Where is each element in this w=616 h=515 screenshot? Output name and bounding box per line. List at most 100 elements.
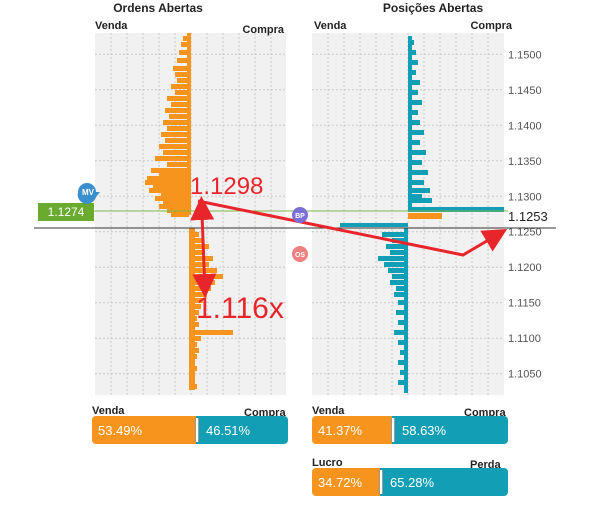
annotation-1-1298: 1.1298 [190, 173, 263, 200]
posicoes-venda-label: Venda [314, 20, 347, 32]
ordens-venda-bar [167, 96, 189, 101]
posicoes-venda-bar [394, 292, 404, 297]
posicoes-venda-bar [398, 380, 404, 385]
ordens-compra-bar [189, 280, 215, 285]
ordens-venda-bar [181, 42, 189, 47]
posicoes-bottom-venda-label: Venda [312, 405, 345, 417]
posicoes-compra-peak-bar [408, 207, 504, 212]
ordens-compra-bar [189, 304, 201, 309]
y-tick-label: 1.1450 [508, 85, 542, 97]
y-tick-label: 1.1200 [508, 262, 542, 274]
posicoes-compra-bar [408, 60, 418, 65]
ordens-compra-bar [189, 256, 213, 261]
ordens-venda-bar [147, 176, 189, 181]
bp-marker[interactable]: BP [292, 207, 308, 223]
ordens-compra-bar [189, 316, 197, 321]
ordens-ratio-separator [195, 418, 199, 442]
ordens-venda-bar [163, 150, 189, 155]
os-marker[interactable]: OS [292, 246, 308, 262]
posicoes-compra-bar [408, 188, 430, 193]
ordens-venda-bar [145, 180, 189, 185]
ordens-compra-label: Compra [242, 24, 284, 36]
posicoes-compra-bar [408, 80, 420, 85]
posicoes-compra-bar [408, 160, 422, 165]
current-price-label: 1.1253 [508, 209, 548, 224]
ordens-ratio-bar: 53.49% 46.51% [92, 416, 288, 444]
ordens-compra-bar [189, 366, 197, 371]
ordens-compra-bar [189, 342, 197, 347]
ordens-compra-bar [189, 384, 197, 389]
ordens-venda-bar [173, 66, 189, 71]
posicoes-venda-bar [400, 370, 404, 375]
ordens-compra-bar [189, 322, 199, 327]
posicoes-title: Posições Abertas [383, 1, 484, 15]
price-badge-text: 1.1274 [48, 205, 85, 219]
posicoes-compra-bar [408, 100, 422, 105]
posicoes-venda-bar [386, 244, 404, 249]
ordens-compra-bar [189, 330, 233, 335]
ordens-compra-bar [189, 244, 209, 249]
ordens-compra-bar [189, 238, 203, 243]
posicoes-accent-bar [408, 213, 442, 219]
ordens-compra-bar [189, 378, 195, 383]
ordens-compra-bar [189, 310, 199, 315]
posicoes-compra-bar [408, 150, 426, 155]
annotation-1-116x: 1.116x [196, 292, 284, 325]
perda-percent: 65.28% [380, 468, 508, 496]
ordens-venda-bar [179, 50, 189, 55]
ordens-venda-bar [155, 156, 189, 161]
ordens-venda-bar [171, 212, 189, 217]
ordens-venda-bar [167, 126, 189, 131]
bp-marker-text: BP [295, 213, 305, 220]
posicoes-venda-bar [394, 330, 404, 335]
ordens-venda-bar [159, 204, 189, 209]
posicoes-venda-bar [390, 250, 404, 255]
ordens-compra-bar [189, 286, 211, 291]
ordens-venda-bar [165, 108, 189, 113]
ordens-bottom-venda-label: Venda [92, 405, 125, 417]
price-badge: 1.1274 [38, 203, 94, 221]
ordens-venda-percent: 53.49% [92, 416, 196, 444]
posicoes-venda-bar [398, 320, 404, 325]
ordens-compra-bar [189, 232, 199, 237]
os-marker-text: OS [295, 252, 305, 259]
posicoes-venda-bar [400, 350, 404, 355]
y-tick-label: 1.1150 [508, 298, 541, 310]
posicoes-compra-bar [408, 70, 416, 75]
lucro-perda-separator [379, 470, 383, 494]
posicoes-venda-bar [388, 268, 404, 273]
posicoes-bars [340, 36, 504, 393]
ordens-compra-percent: 46.51% [196, 416, 288, 444]
posicoes-venda-peak-bar [340, 223, 408, 227]
ordens-venda-bar [177, 78, 189, 83]
posicoes-venda-bar [392, 274, 404, 279]
ordens-venda-bar [167, 162, 189, 167]
ordens-venda-bar [159, 144, 189, 149]
ordens-venda-bar [175, 90, 189, 95]
y-tick-label: 1.1350 [508, 156, 542, 168]
ordens-compra-bar [189, 372, 195, 377]
price-axis: 1.1050 1.1100 1.1150 1.1200 1.1250 1.1300 1.13… [508, 49, 542, 380]
ordens-compra-bar [189, 336, 201, 341]
ordens-venda-bar [175, 72, 189, 77]
ordens-compra-bar [189, 360, 195, 365]
ordens-venda-axis-bar [187, 33, 191, 215]
mv-marker[interactable]: MV [77, 183, 100, 204]
ordens-venda-bar [159, 172, 189, 177]
ordens-venda-bar [155, 196, 189, 201]
posicoes-compra-bar [408, 194, 422, 199]
ordens-title: Ordens Abertas [113, 1, 203, 15]
posicoes-venda-bar [384, 262, 404, 267]
posicoes-venda-bar [378, 256, 404, 261]
posicoes-venda-bar [398, 360, 404, 365]
lucro-label: Lucro [312, 457, 343, 469]
lucro-percent: 34.72% [312, 468, 380, 496]
ordens-compra-bar [189, 274, 223, 279]
posicoes-compra-label: Compra [470, 20, 512, 32]
posicoes-compra-bar [408, 180, 424, 185]
y-tick-label: 1.1100 [508, 333, 541, 345]
y-tick-label: 1.1300 [508, 191, 542, 203]
posicoes-compra-bar [408, 120, 420, 125]
y-tick-label: 1.1250 [508, 227, 542, 239]
